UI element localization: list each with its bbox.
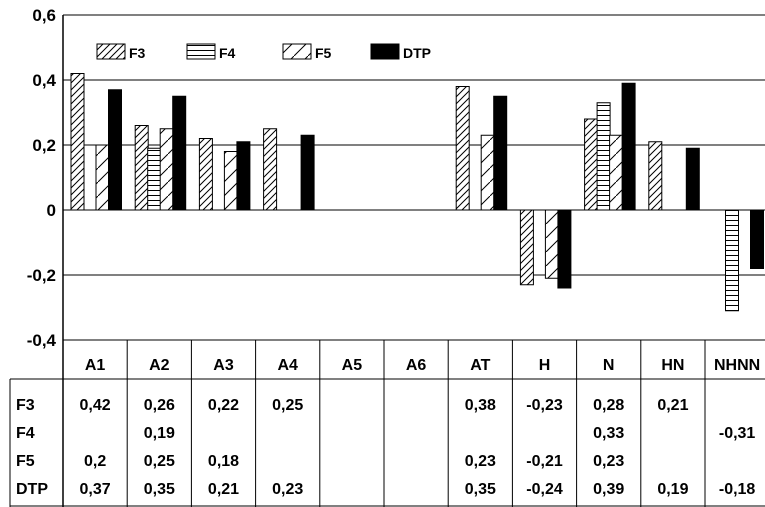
legend: F3 F4 F5 DTP — [96, 43, 431, 61]
y-tick-label: 0 — [47, 201, 56, 220]
bar-f3-hn — [648, 141, 663, 211]
category-label-h: H — [539, 357, 551, 374]
legend-swatch-f5 — [282, 43, 312, 60]
table-cell-f3-a3: 0,22 — [208, 397, 239, 414]
bar-f5-n — [609, 134, 624, 211]
bar-dtp-nhnn — [750, 209, 764, 269]
category-label-hn: HN — [661, 357, 684, 374]
table-cell-f5-a3: 0,18 — [208, 453, 239, 470]
table-cell-f4-a2: 0,19 — [144, 425, 175, 442]
bar-f3-h — [519, 209, 534, 286]
table-cell-f3-at: 0,38 — [465, 397, 496, 414]
table-cell-dtp-a2: 0,35 — [144, 481, 175, 498]
table-cell-f3-n: 0,28 — [593, 397, 624, 414]
table-cell-f3-hn: 0,21 — [657, 397, 688, 414]
table-cell-f3-h: -0,23 — [526, 397, 563, 414]
bar-f3-a4 — [263, 128, 278, 211]
bar-dtp-h — [557, 209, 572, 289]
category-label-a5: A5 — [342, 357, 363, 374]
table-cell-f3-a2: 0,26 — [144, 397, 175, 414]
legend-label-dtp: DTP — [403, 45, 431, 61]
bar-f4-a2 — [147, 147, 162, 211]
table-cell-f4-n: 0,33 — [593, 425, 624, 442]
bar-dtp-a2 — [172, 95, 187, 211]
category-label-a1: A1 — [85, 357, 106, 374]
table-cell-f3-a1: 0,42 — [80, 397, 111, 414]
table-cell-dtp-nhnn: -0,18 — [719, 481, 756, 498]
table-cell-f5-at: 0,23 — [465, 453, 496, 470]
bars — [70, 73, 764, 312]
table-cell-dtp-n: 0,39 — [593, 481, 624, 498]
y-tick-label: 0,6 — [32, 6, 56, 25]
legend-label-f4: F4 — [219, 45, 236, 61]
bar-f4-nhnn — [725, 209, 739, 312]
table-row-label-f5: F5 — [16, 453, 35, 470]
table-cell-dtp-a3: 0,21 — [208, 481, 239, 498]
y-tick-label: 0,2 — [32, 136, 56, 155]
table-cell-f5-a2: 0,25 — [144, 453, 175, 470]
table-cell-f4-nhnn: -0,31 — [719, 425, 756, 442]
bar-dtp-at — [493, 95, 508, 211]
category-label-n: N — [603, 357, 615, 374]
bar-f3-a2 — [134, 125, 149, 211]
bar-f3-a3 — [198, 138, 213, 211]
bar-f3-at — [455, 86, 470, 211]
table-row-label-f4: F4 — [16, 425, 35, 442]
table-cell-f5-n: 0,23 — [593, 453, 624, 470]
table-cell-dtp-a1: 0,37 — [80, 481, 111, 498]
bar-f3-n — [584, 118, 599, 211]
axes: 0,6 0,4 0,2 0 -0,2 -0,4 — [27, 6, 64, 507]
table-cell-dtp-hn: 0,19 — [657, 481, 688, 498]
bar-dtp-a1 — [108, 89, 122, 211]
category-label-a3: A3 — [213, 357, 234, 374]
table-cell-f5-h: -0,21 — [526, 453, 563, 470]
category-label-at: AT — [470, 357, 490, 374]
bar-dtp-hn — [685, 147, 700, 211]
table-row-label-f3: F3 — [16, 397, 35, 414]
bar-f3-a1 — [70, 73, 85, 211]
table-cell-dtp-at: 0,35 — [465, 481, 496, 498]
bar-f5-a3 — [223, 151, 238, 211]
legend-swatch-dtp — [370, 43, 400, 60]
y-tick-label: -0,4 — [27, 331, 57, 350]
category-label-a4: A4 — [277, 357, 298, 374]
y-tick-label: 0,4 — [32, 71, 56, 90]
bar-dtp-n — [621, 82, 636, 211]
category-label-nhnn: NHNN — [714, 357, 760, 374]
y-tick-label: -0,2 — [27, 266, 56, 285]
bar-f5-h — [544, 209, 559, 279]
table-cell-f3-a4: 0,25 — [272, 397, 303, 414]
legend-label-f5: F5 — [315, 45, 332, 61]
legend-swatch-f4 — [186, 43, 216, 60]
table-cell-dtp-h: -0,24 — [526, 481, 563, 498]
bar-f5-at — [480, 134, 495, 211]
bar-f4-n — [596, 102, 611, 211]
table-row-label-dtp: DTP — [16, 481, 48, 498]
category-label-a2: A2 — [149, 357, 170, 374]
legend-swatch-f3 — [96, 43, 126, 60]
bar-dtp-a3 — [236, 141, 251, 211]
bar-f5-a1 — [95, 144, 110, 211]
bar-f5-a2 — [159, 128, 174, 211]
category-label-a6: A6 — [406, 357, 427, 374]
legend-label-f3: F3 — [129, 45, 146, 61]
bar-dtp-a4 — [300, 134, 315, 211]
table-cell-f5-a1: 0,2 — [84, 453, 106, 470]
table-cell-dtp-a4: 0,23 — [272, 481, 303, 498]
